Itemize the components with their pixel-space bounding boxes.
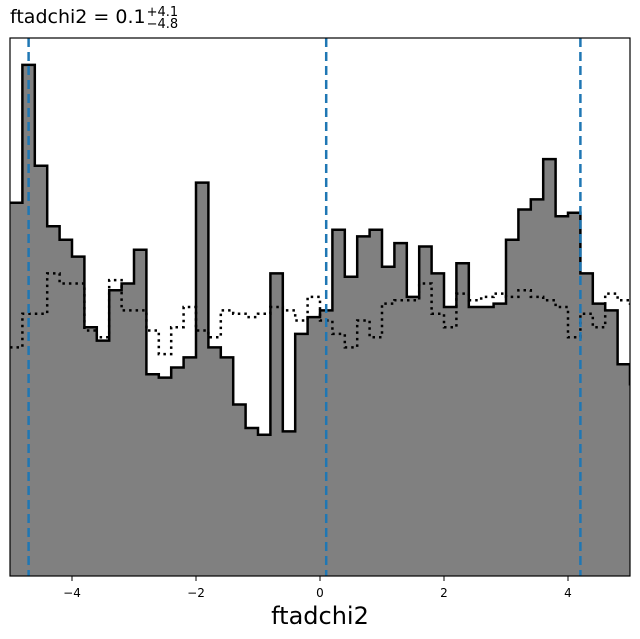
histogram-bar — [295, 333, 308, 576]
histogram-bar — [307, 317, 321, 576]
chart-title-upper-error: +4.1 — [147, 5, 179, 20]
histogram-bar — [233, 404, 246, 576]
histogram-bar — [332, 229, 346, 576]
histogram-bar — [270, 273, 284, 576]
x-tick-label: 4 — [564, 586, 572, 600]
histogram-bar — [171, 367, 184, 576]
chart-title-lower-error: −4.8 — [147, 17, 179, 32]
x-axis-label: ftadchi2 — [271, 602, 369, 630]
x-axis-ticks: −4 −2 0 2 4 — [63, 576, 572, 600]
chart-title: ftadchi2 = 0.1 +4.1 −4.8 — [10, 5, 178, 32]
histogram-bar — [96, 340, 110, 576]
histogram-bar — [456, 263, 470, 576]
histogram-bar — [183, 357, 197, 576]
histogram-bar — [493, 303, 507, 576]
histogram-bar — [282, 431, 296, 576]
histogram-bar — [382, 266, 395, 576]
histogram-bar — [555, 216, 569, 576]
histogram-bar — [630, 384, 640, 576]
histogram-bar — [518, 209, 532, 576]
dotted-histogram-outline — [10, 272, 630, 356]
histogram-bar — [605, 310, 618, 576]
histogram-bar — [84, 327, 98, 576]
x-tick-label: 0 — [316, 586, 324, 600]
histogram-bar — [196, 182, 209, 576]
histogram-bar — [72, 256, 85, 576]
histogram-bar — [580, 273, 594, 576]
histogram-bar — [406, 296, 420, 576]
histogram-bar — [121, 283, 135, 576]
histogram-bar — [134, 249, 147, 576]
histogram-bar — [444, 307, 457, 576]
histogram-bar — [357, 236, 370, 576]
histogram-bar — [158, 377, 172, 576]
histogram-bar — [530, 199, 544, 576]
histogram-bar — [481, 307, 494, 576]
histogram-bar — [568, 212, 581, 576]
histogram-bar — [208, 347, 222, 576]
histogram-bar — [320, 310, 333, 576]
x-tick-label: −4 — [63, 586, 81, 600]
histogram-bar — [617, 364, 630, 576]
histogram-bar — [245, 428, 259, 576]
histogram-bar — [109, 290, 122, 576]
histogram-bar — [419, 246, 432, 576]
chart-title-main: ftadchi2 = 0.1 — [10, 6, 146, 28]
histogram-bar — [344, 276, 358, 576]
plot-area — [10, 38, 640, 576]
histogram-bar — [369, 229, 383, 576]
x-tick-label: 2 — [440, 586, 448, 600]
histogram-bar — [506, 239, 519, 576]
histogram-bar — [34, 165, 48, 576]
histogram-bar — [47, 226, 60, 576]
histogram-bar — [431, 273, 445, 576]
histogram-bar — [146, 374, 160, 576]
histogram-bar — [543, 159, 556, 576]
histogram-bar — [258, 434, 271, 576]
histogram-bar — [468, 307, 482, 576]
histogram-bar — [220, 357, 234, 576]
histogram-bar — [394, 243, 408, 576]
histogram-bar — [10, 202, 23, 576]
x-tick-label: −2 — [187, 586, 205, 600]
histogram-outline — [10, 63, 630, 437]
histogram-bar — [59, 239, 73, 576]
histogram-bar — [592, 303, 606, 576]
